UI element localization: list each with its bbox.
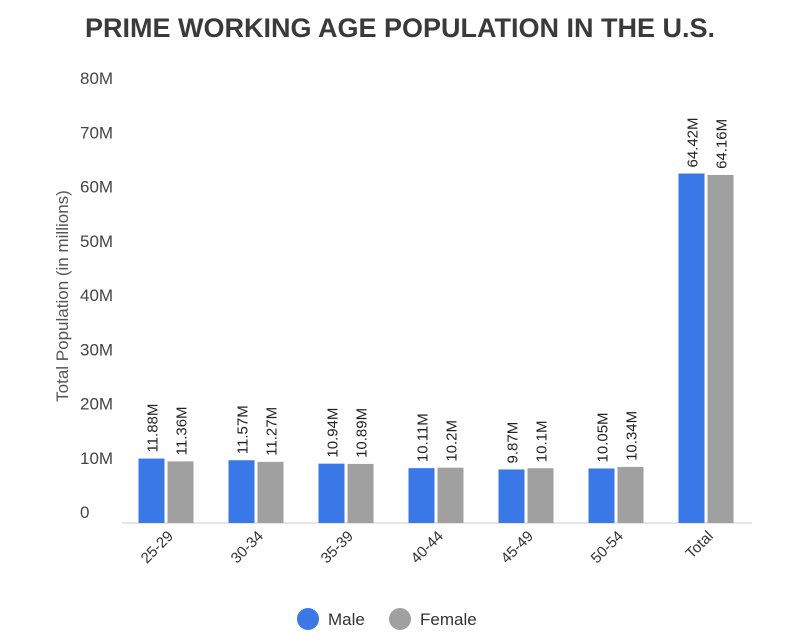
x-tick-label: 50-54 [588,528,627,567]
data-label: 64.42M [685,117,702,167]
y-tick-label: 0 [80,503,89,522]
bar-male-Total [678,173,705,524]
legend-marker-female [389,608,411,630]
data-label: 10.2M [444,420,461,462]
x-tick-label: 25-29 [138,528,177,567]
x-tick-label: 35-39 [318,528,357,567]
bar-female-Total [707,174,734,523]
data-label: 10.05M [595,412,612,462]
chart-title: PRIME WORKING AGE POPULATION IN THE U.S. [85,13,715,43]
x-tick-label: 40-44 [408,528,447,567]
bar-male-35-39 [318,463,345,523]
data-label: 10.94M [325,408,342,458]
y-tick-label: 70M [80,123,113,142]
bar-male-40-44 [408,468,435,523]
data-label: 11.36M [174,406,191,455]
data-label: 11.88M [145,404,162,453]
legend-label-male: Male [328,610,365,629]
y-tick-label: 10M [80,449,113,468]
bar-female-30-34 [257,461,284,523]
y-axis-label: Total Population (in millions) [53,190,72,402]
bar-female-40-44 [437,467,464,523]
bar-female-45-49 [527,468,554,523]
bar-male-25-29 [138,458,165,523]
data-label: 10.89M [354,408,371,458]
y-tick-label: 50M [80,232,113,251]
y-tick-label: 80M [80,69,113,88]
data-label: 9.87M [505,422,522,464]
legend-marker-male [297,608,319,630]
data-label: 11.57M [235,405,252,454]
legend-label-female: Female [420,610,477,629]
y-tick-label: 20M [80,395,113,414]
x-tick-label: Total [682,528,716,562]
bar-female-35-39 [347,463,374,523]
y-tick-label: 60M [80,178,113,197]
data-label: 10.1M [534,421,551,463]
data-label: 11.27M [264,407,281,456]
data-label: 64.16M [714,119,731,169]
x-tick-label: 30-34 [228,528,267,567]
bar-female-50-54 [617,466,644,523]
bar-male-45-49 [498,469,525,523]
bar-female-25-29 [167,461,194,523]
bar-male-30-34 [228,460,255,523]
y-tick-label: 30M [80,340,113,359]
x-tick-label: 45-49 [498,528,537,567]
y-tick-label: 40M [80,286,113,305]
bar-male-50-54 [588,468,615,523]
data-label: 10.34M [624,411,641,461]
data-label: 10.11M [415,413,432,462]
